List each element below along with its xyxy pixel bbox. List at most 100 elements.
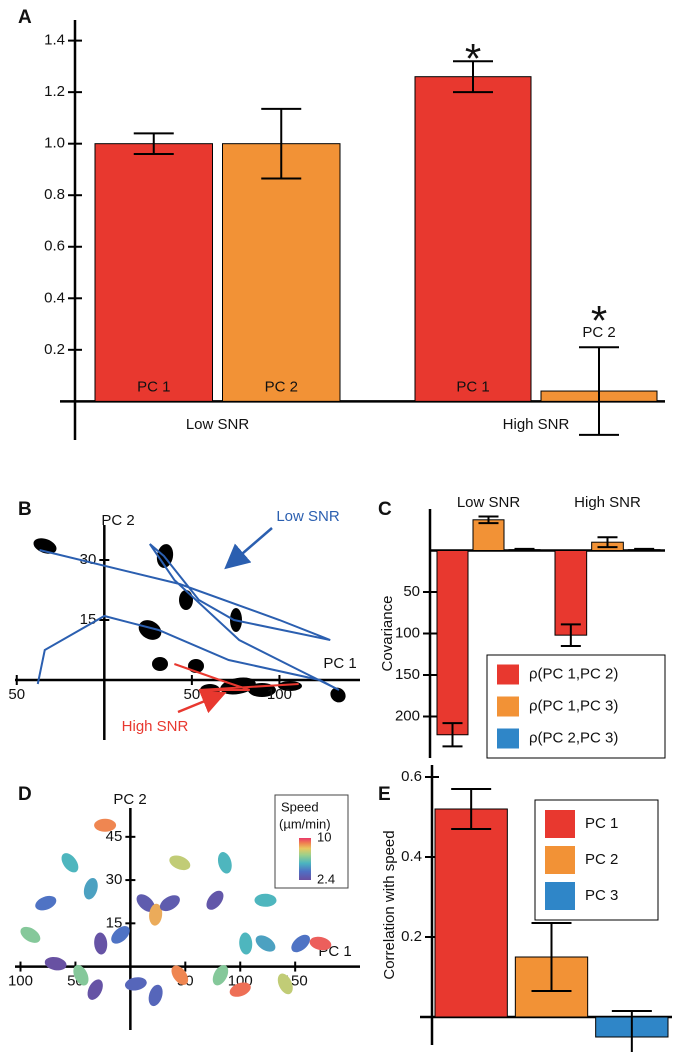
colorbar bbox=[299, 838, 311, 880]
y-tick-label: 0.2 bbox=[401, 928, 422, 945]
legend-label: PC 3 bbox=[585, 887, 618, 904]
x-tick-label: 50 bbox=[8, 686, 25, 703]
y-tick-label: 0.8 bbox=[44, 186, 65, 203]
legend-swatch bbox=[545, 810, 575, 838]
legend-swatch bbox=[497, 664, 519, 685]
cell bbox=[44, 956, 67, 971]
cell-shape bbox=[138, 620, 162, 640]
cell bbox=[94, 818, 117, 832]
cell bbox=[83, 878, 98, 900]
bar-label: PC 2 bbox=[265, 378, 298, 395]
y-tick-label: 45 bbox=[106, 828, 123, 845]
cell bbox=[159, 895, 180, 912]
significance-marker: * bbox=[465, 35, 481, 82]
cell bbox=[254, 893, 277, 907]
colorbar-box bbox=[274, 794, 349, 889]
cell bbox=[217, 852, 232, 874]
cell bbox=[148, 984, 163, 1007]
x-tick-label: 100 bbox=[8, 973, 33, 990]
legend-swatch bbox=[497, 728, 519, 749]
y-tick-label: 30 bbox=[106, 871, 123, 888]
legend-swatch bbox=[545, 846, 575, 874]
cell bbox=[136, 894, 155, 913]
bar-label: PC 2 bbox=[582, 324, 615, 341]
y-tick-label: 0.6 bbox=[401, 768, 422, 785]
legend-label: ρ(PC 2,PC 3) bbox=[529, 729, 618, 746]
panel-letter: C bbox=[378, 499, 392, 520]
colorbar-tick-label: 10 bbox=[317, 829, 331, 844]
y-tick-label: 0.4 bbox=[401, 848, 422, 865]
cell bbox=[309, 936, 332, 951]
panel-letter: B bbox=[18, 499, 32, 520]
cell bbox=[206, 890, 224, 910]
cell bbox=[35, 895, 57, 911]
cell bbox=[111, 926, 130, 944]
cell bbox=[229, 982, 251, 997]
series-annotation: High SNR bbox=[122, 718, 189, 735]
bar bbox=[414, 76, 532, 402]
category-label: Low SNR bbox=[186, 416, 250, 433]
cell bbox=[255, 935, 276, 952]
trajectory bbox=[36, 543, 340, 691]
y-tick-label: 15 bbox=[106, 914, 123, 931]
y-tick-label: 1.2 bbox=[44, 83, 65, 100]
bar bbox=[94, 143, 213, 402]
bar bbox=[554, 550, 588, 636]
x-axis-label: PC 1 bbox=[323, 655, 356, 672]
y-tick-label: 0.4 bbox=[44, 289, 65, 306]
cell-shape bbox=[152, 657, 168, 671]
y-tick-label: 150 bbox=[395, 666, 420, 683]
y-tick-label: 1.0 bbox=[44, 135, 65, 152]
panel-letter: E bbox=[378, 784, 391, 805]
bar bbox=[222, 143, 341, 402]
bar bbox=[472, 519, 505, 551]
cell bbox=[149, 903, 163, 926]
category-label: High SNR bbox=[574, 494, 641, 511]
y-axis-label: Covariance bbox=[379, 596, 396, 672]
cell bbox=[61, 853, 79, 873]
colorbar-tick-label: 2.4 bbox=[317, 871, 335, 886]
y-axis-label: Correlation with speed bbox=[381, 830, 398, 979]
cell bbox=[87, 979, 103, 1000]
legend-label: PC 2 bbox=[585, 851, 618, 868]
trajectory bbox=[174, 663, 299, 691]
x-tick-label: 50 bbox=[184, 686, 201, 703]
panel-letter: A bbox=[18, 7, 32, 28]
y-tick-label: 0.6 bbox=[44, 238, 65, 255]
annotation-arrow bbox=[177, 690, 227, 714]
colorbar-title: Speed bbox=[281, 799, 319, 814]
cell bbox=[124, 977, 147, 991]
legend-label: ρ(PC 1,PC 2) bbox=[529, 665, 618, 682]
cell bbox=[171, 965, 189, 985]
cell bbox=[94, 932, 108, 955]
y-tick-label: 1.4 bbox=[44, 32, 65, 49]
cell bbox=[20, 926, 41, 943]
y-tick-label: 50 bbox=[403, 583, 420, 600]
y-tick-label: 100 bbox=[395, 624, 420, 641]
legend-swatch bbox=[497, 696, 519, 717]
cell-shape bbox=[179, 590, 193, 610]
panel-letter: D bbox=[18, 784, 32, 805]
y-axis-label: PC 2 bbox=[101, 512, 134, 529]
category-label: Low SNR bbox=[457, 494, 521, 511]
y-tick-label: 200 bbox=[395, 707, 420, 724]
cell-shape bbox=[33, 538, 57, 554]
legend-label: PC 1 bbox=[585, 815, 618, 832]
legend-label: ρ(PC 1,PC 3) bbox=[529, 697, 618, 714]
colorbar-unit: (µm/min) bbox=[279, 816, 331, 831]
category-label: High SNR bbox=[503, 416, 570, 433]
bar-label: PC 1 bbox=[137, 378, 170, 395]
cell bbox=[212, 965, 229, 986]
cell bbox=[73, 964, 89, 986]
x-tick-label: 100 bbox=[267, 686, 292, 703]
legend-swatch bbox=[545, 882, 575, 910]
bar-label: PC 1 bbox=[456, 378, 489, 395]
y-tick-label: 0.2 bbox=[44, 341, 65, 358]
y-axis-label: PC 2 bbox=[113, 791, 146, 808]
cell bbox=[239, 932, 253, 955]
annotation-arrow bbox=[224, 527, 273, 570]
cell bbox=[277, 973, 293, 995]
cell bbox=[169, 855, 191, 871]
